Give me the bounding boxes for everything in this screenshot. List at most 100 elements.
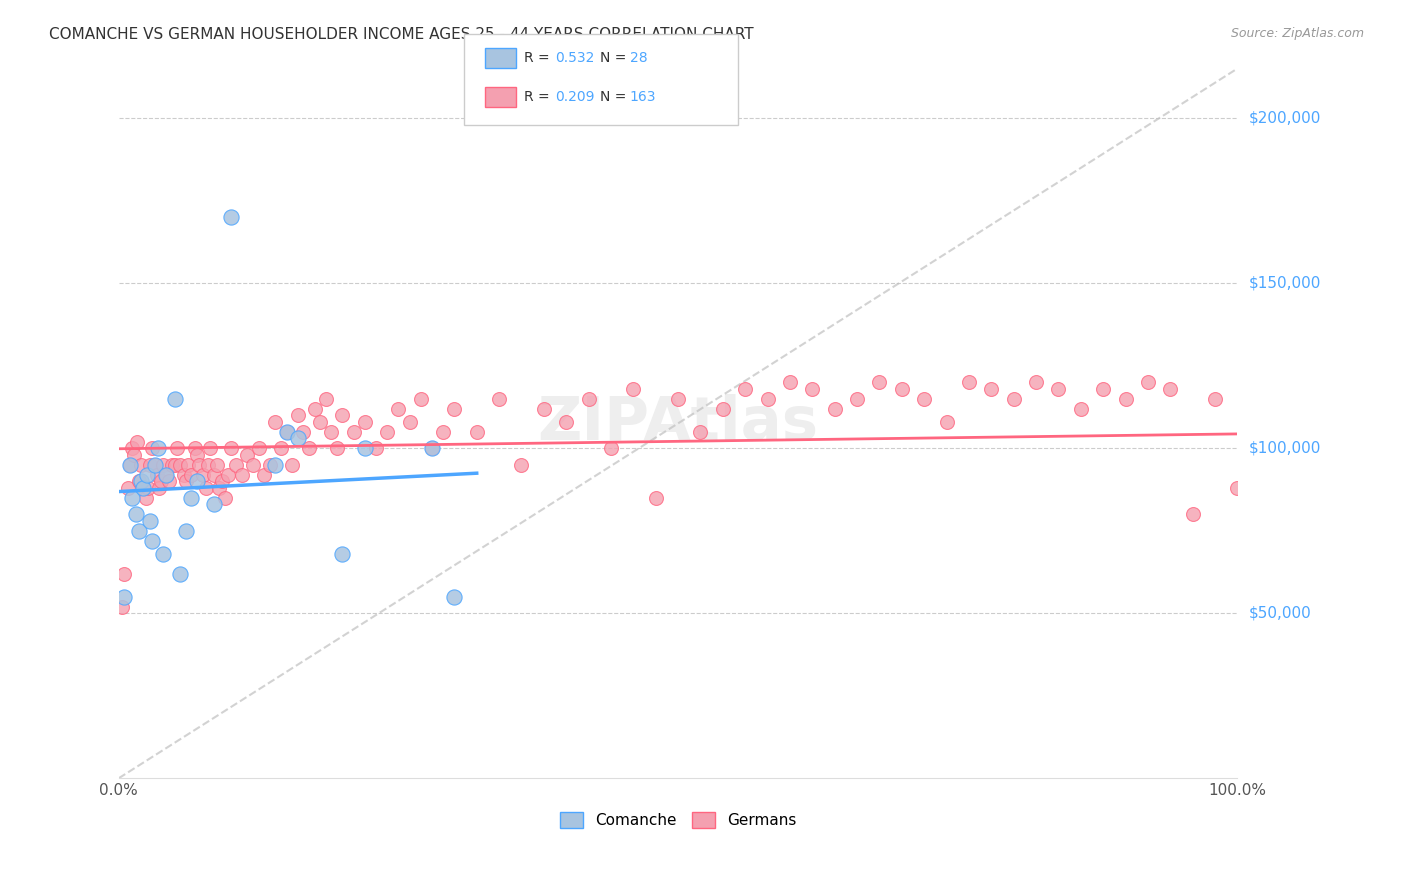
Point [1226,481,1249,495]
Point [197,458,219,472]
Point [1249,382,1271,396]
Point [1271,392,1294,406]
Text: ZIPAtlas: ZIPAtlas [537,394,818,453]
Point [118,458,141,472]
Point [163,458,186,472]
Point [270,441,292,455]
Point [621,382,644,396]
Point [309,415,332,429]
Point [420,441,443,455]
Point [169,566,191,581]
Point [1159,382,1181,396]
Point [387,401,409,416]
Point [689,425,711,439]
Point [225,458,247,472]
Point [112,566,135,581]
Point [420,441,443,455]
Point [868,375,890,389]
Point [236,448,259,462]
Point [180,467,202,482]
Point [217,467,239,482]
Point [202,467,225,482]
Point [247,441,270,455]
Point [129,474,152,488]
Point [666,392,689,406]
Point [287,408,309,422]
Point [276,425,298,439]
Point [326,441,349,455]
Point [1361,375,1384,389]
Point [779,375,801,389]
Text: R =: R = [524,90,554,104]
Legend: Comanche, Germans: Comanche, Germans [554,806,803,834]
Point [180,491,202,505]
Point [1136,375,1159,389]
Text: Source: ZipAtlas.com: Source: ZipAtlas.com [1230,27,1364,40]
Point [432,425,454,439]
Point [162,458,184,472]
Point [152,458,174,472]
Point [163,392,186,406]
Point [1047,382,1070,396]
Point [1002,392,1025,406]
Point [135,491,157,505]
Point [890,382,912,396]
Point [117,481,139,495]
Point [846,392,869,406]
Point [1382,359,1405,373]
Point [231,467,253,482]
Point [409,392,432,406]
Point [136,481,159,495]
Point [155,467,177,482]
Point [264,458,287,472]
Text: 163: 163 [630,90,657,104]
Point [332,547,354,561]
Point [488,392,510,406]
Text: R =: R = [524,51,554,65]
Point [186,448,208,462]
Point [135,467,157,482]
Point [980,382,1002,396]
Point [219,210,242,224]
Text: 28: 28 [630,51,648,65]
Point [186,474,208,488]
Point [343,425,366,439]
Point [202,497,225,511]
Text: COMANCHE VS GERMAN HOUSEHOLDER INCOME AGES 25 - 44 YEARS CORRELATION CHART: COMANCHE VS GERMAN HOUSEHOLDER INCOME AG… [49,27,754,42]
Point [150,474,173,488]
Text: $100,000: $100,000 [1249,441,1322,456]
Point [253,467,276,482]
Point [315,392,337,406]
Point [214,491,236,505]
Point [148,481,170,495]
Text: 0.209: 0.209 [555,90,595,104]
Point [124,448,146,462]
Point [756,392,779,406]
Point [734,382,756,396]
Point [281,458,304,472]
Point [124,507,146,521]
Point [259,458,281,472]
Point [200,441,222,455]
Point [139,514,162,528]
Point [1339,392,1361,406]
Point [173,467,195,482]
Point [219,441,242,455]
Point [146,467,169,482]
Point [935,415,957,429]
Point [711,401,734,416]
Point [174,474,197,488]
Point [1115,392,1137,406]
Point [1070,401,1092,416]
Point [321,425,343,439]
Point [824,401,846,416]
Point [128,524,150,538]
Point [169,458,191,472]
Point [555,415,578,429]
Point [801,382,824,396]
Point [375,425,398,439]
Point [957,375,980,389]
Point [1092,382,1115,396]
Point [1025,375,1047,389]
Point [129,458,152,472]
